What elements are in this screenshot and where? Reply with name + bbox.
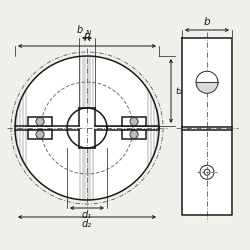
Circle shape [196,71,218,93]
Bar [28,117,52,126]
Circle shape [36,130,44,138]
Bar [122,130,146,139]
Text: d₂: d₂ [82,219,92,229]
Circle shape [36,118,44,126]
Text: N: N [86,30,91,36]
Circle shape [15,56,159,200]
Circle shape [204,169,210,175]
Text: b: b [204,17,210,27]
Bar [122,117,146,126]
Text: R: R [84,33,90,43]
Bar [182,38,232,215]
Text: b: b [77,25,83,35]
Circle shape [130,118,138,126]
Circle shape [200,165,214,179]
Text: t₂: t₂ [175,86,182,96]
Bar [28,130,52,139]
Circle shape [130,130,138,138]
Text: d₁: d₁ [82,210,92,220]
